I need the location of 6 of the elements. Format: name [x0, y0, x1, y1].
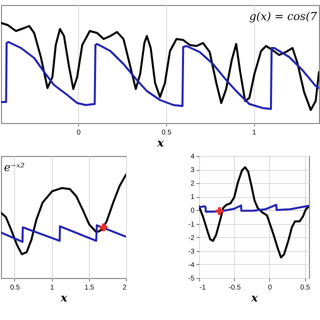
x-axis-title: x [250, 292, 258, 304]
x-axis-title: x [60, 292, 68, 304]
line-series [199, 166, 309, 258]
text: e⁻ˣ² [4, 161, 25, 174]
annotation: g(x) = cos(7 [249, 10, 317, 23]
x-axis-title: x [156, 136, 164, 150]
